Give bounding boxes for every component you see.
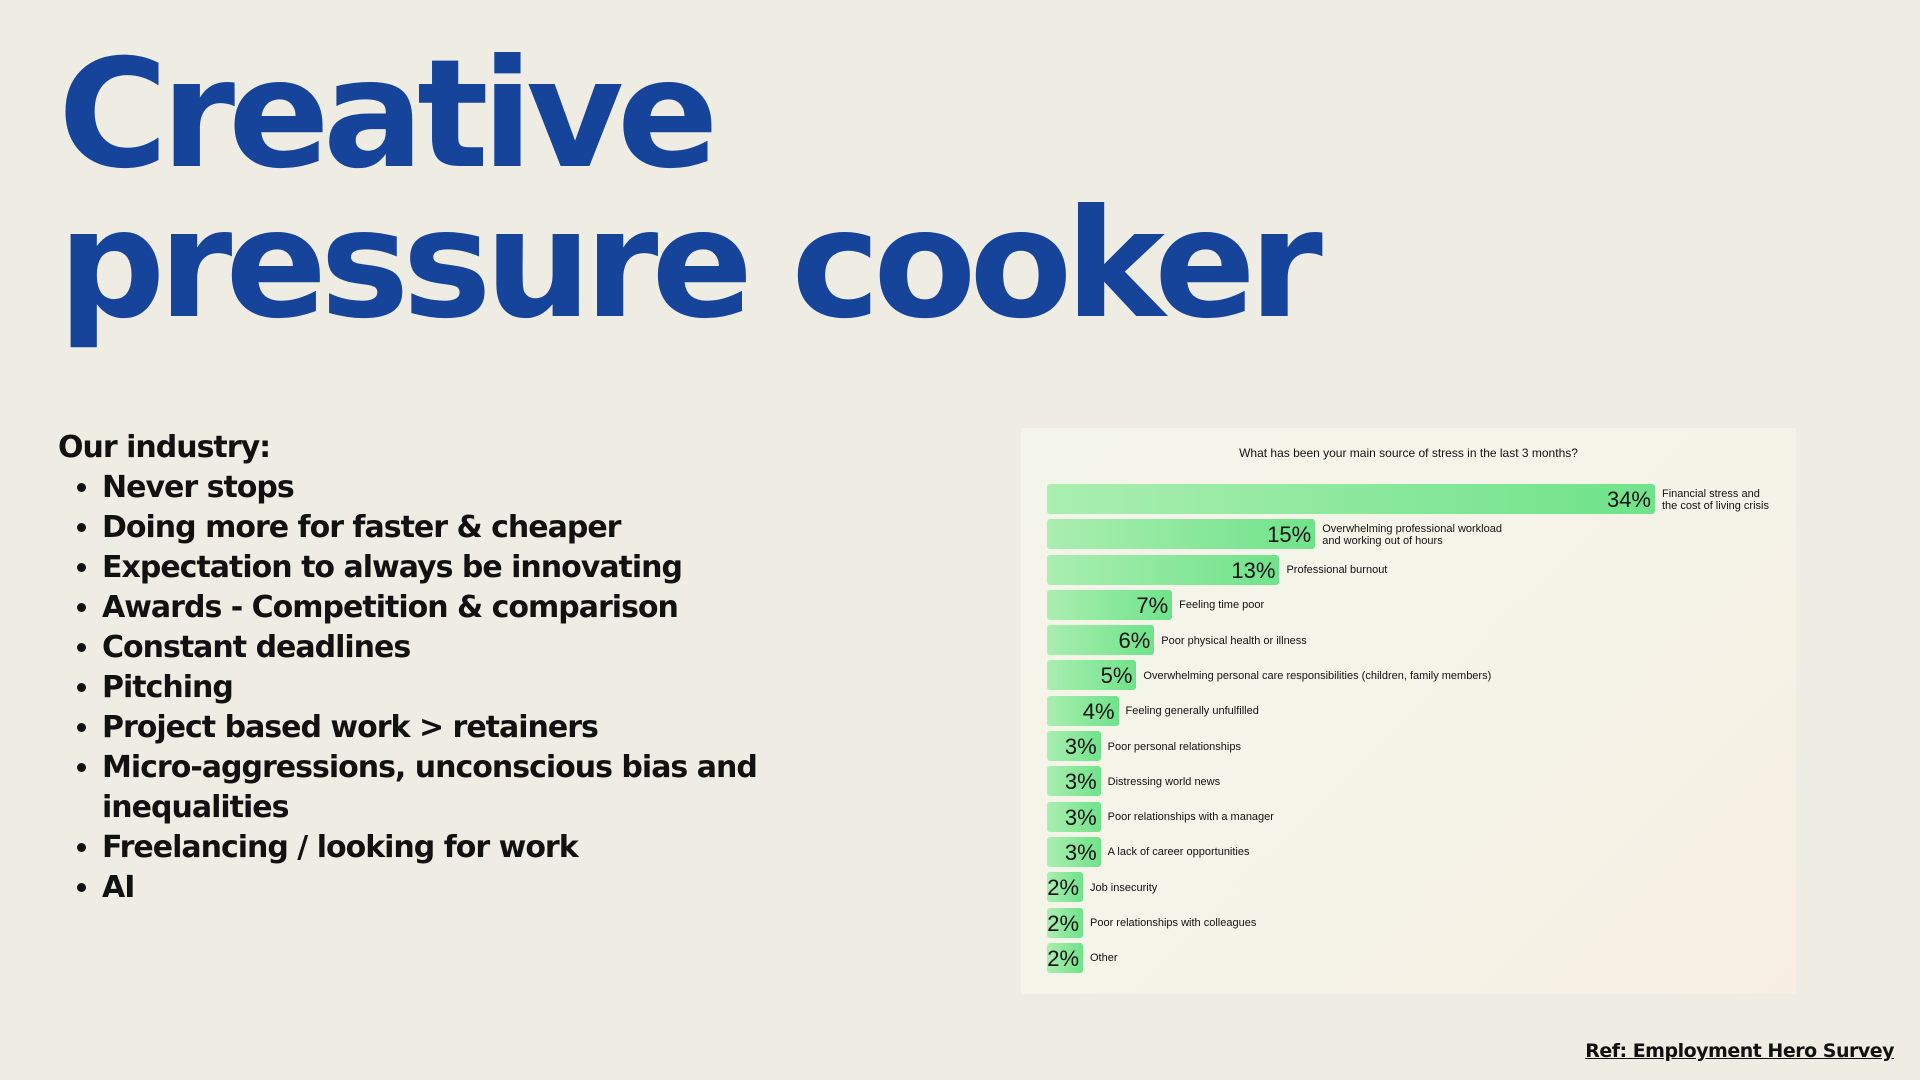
chart-bar: 15% xyxy=(1047,519,1316,550)
page-title: Creative pressure cooker xyxy=(58,28,1323,352)
chart-title: What has been your main source of stress… xyxy=(1239,446,1578,460)
chart-bar: 2% xyxy=(1047,942,1083,973)
data-label: 5% xyxy=(1100,663,1133,689)
chart-bar: 2% xyxy=(1047,907,1083,938)
category-label: Overwhelming professional workload and w… xyxy=(1322,522,1502,547)
category-label: Poor personal relationships xyxy=(1107,740,1241,753)
industry-list: Never stops Doing more for faster & chea… xyxy=(58,468,778,908)
chart-bar: 3% xyxy=(1047,766,1101,797)
data-label: 3% xyxy=(1064,734,1097,760)
chart-row: 3% A lack of career opportunities xyxy=(1047,835,1787,870)
data-label: 2% xyxy=(1047,945,1079,971)
chart-row: 2% Job insecurity xyxy=(1047,870,1787,905)
chart-bar: 13% xyxy=(1047,554,1280,585)
chart-row: 7% Feeling time poor xyxy=(1047,588,1787,623)
category-label: Feeling generally unfulfilled xyxy=(1125,705,1259,718)
category-label: Job insecurity xyxy=(1090,881,1158,894)
chart-bar: 6% xyxy=(1047,625,1155,656)
category-label: Poor relationships with a manager xyxy=(1107,811,1274,824)
chart-row: 34% Financial stress and the cost of livi… xyxy=(1047,482,1787,517)
category-label: Professional burnout xyxy=(1286,564,1388,577)
list-item: Awards - Competition & comparison xyxy=(102,588,778,628)
data-label: 6% xyxy=(1118,628,1151,654)
data-label: 13% xyxy=(1231,557,1276,583)
category-label: Other xyxy=(1090,952,1118,965)
category-label: Poor physical health or illness xyxy=(1161,634,1307,647)
chart-bar: 4% xyxy=(1047,695,1119,726)
category-label: Distressing world news xyxy=(1107,775,1221,788)
chart-row: 3% Poor relationships with a manager xyxy=(1047,800,1787,835)
category-label: Feeling time poor xyxy=(1179,599,1265,612)
title-line-1: Creative xyxy=(58,28,719,202)
data-label: 2% xyxy=(1047,910,1079,936)
list-item: Expectation to always be innovating xyxy=(102,548,778,588)
title-line-2: pressure cooker xyxy=(58,178,1323,352)
industry-heading: Our industry: xyxy=(58,430,271,465)
chart-row: 2% Other xyxy=(1047,941,1787,976)
list-item: Constant deadlines xyxy=(102,628,778,668)
chart-row: 15% Overwhelming professional workload an… xyxy=(1047,517,1787,552)
chart-row: 6% Poor physical health or illness xyxy=(1047,623,1787,658)
list-item: Project based work > retainers xyxy=(102,708,778,748)
data-label: 7% xyxy=(1136,592,1169,618)
chart-row: 4% Feeling generally unfulfilled xyxy=(1047,694,1787,729)
chart-bar: 7% xyxy=(1047,589,1173,620)
chart-bar: 3% xyxy=(1047,801,1101,832)
data-label: 3% xyxy=(1064,769,1097,795)
data-label: 3% xyxy=(1064,839,1097,865)
chart-row: 13% Professional burnout xyxy=(1047,553,1787,588)
chart-bar: 3% xyxy=(1047,731,1101,762)
list-item: Freelancing / looking for work xyxy=(102,828,778,868)
chart-row: 5% Overwhelming personal care responsibil… xyxy=(1047,658,1787,693)
list-item: Doing more for faster & cheaper xyxy=(102,508,778,548)
chart-bar: 5% xyxy=(1047,660,1137,691)
chart-row: 2% Poor relationships with colleagues xyxy=(1047,906,1787,941)
category-label: Financial stress and the cost of living … xyxy=(1662,487,1769,512)
chart-bar: 3% xyxy=(1047,836,1101,867)
data-label: 2% xyxy=(1047,875,1079,901)
chart-row: 3% Distressing world news xyxy=(1047,764,1787,799)
list-item: Micro-aggressions, unconscious bias and … xyxy=(102,748,778,828)
category-label: Overwhelming personal care responsibilit… xyxy=(1143,669,1492,682)
chart-bars: 34% Financial stress and the cost of livi… xyxy=(1047,482,1787,976)
chart-panel: What has been your main source of stress… xyxy=(1021,428,1796,994)
list-item: Never stops xyxy=(102,468,778,508)
data-label: 34% xyxy=(1606,487,1651,512)
source-reference: Ref: Employment Hero Survey xyxy=(1585,1040,1894,1062)
category-label: A lack of career opportunities xyxy=(1107,846,1250,859)
chart-row: 3% Poor personal relationships xyxy=(1047,729,1787,764)
list-item: AI xyxy=(102,868,778,908)
chart-bar: 34% xyxy=(1047,484,1655,514)
chart-bar: 2% xyxy=(1047,872,1083,903)
industry-section: Our industry: Never stops Doing more for… xyxy=(58,428,778,908)
data-label: 4% xyxy=(1082,698,1115,724)
data-label: 15% xyxy=(1267,522,1312,548)
data-label: 3% xyxy=(1064,804,1097,830)
category-label: Poor relationships with colleagues xyxy=(1090,917,1257,930)
list-item: Pitching xyxy=(102,668,778,708)
